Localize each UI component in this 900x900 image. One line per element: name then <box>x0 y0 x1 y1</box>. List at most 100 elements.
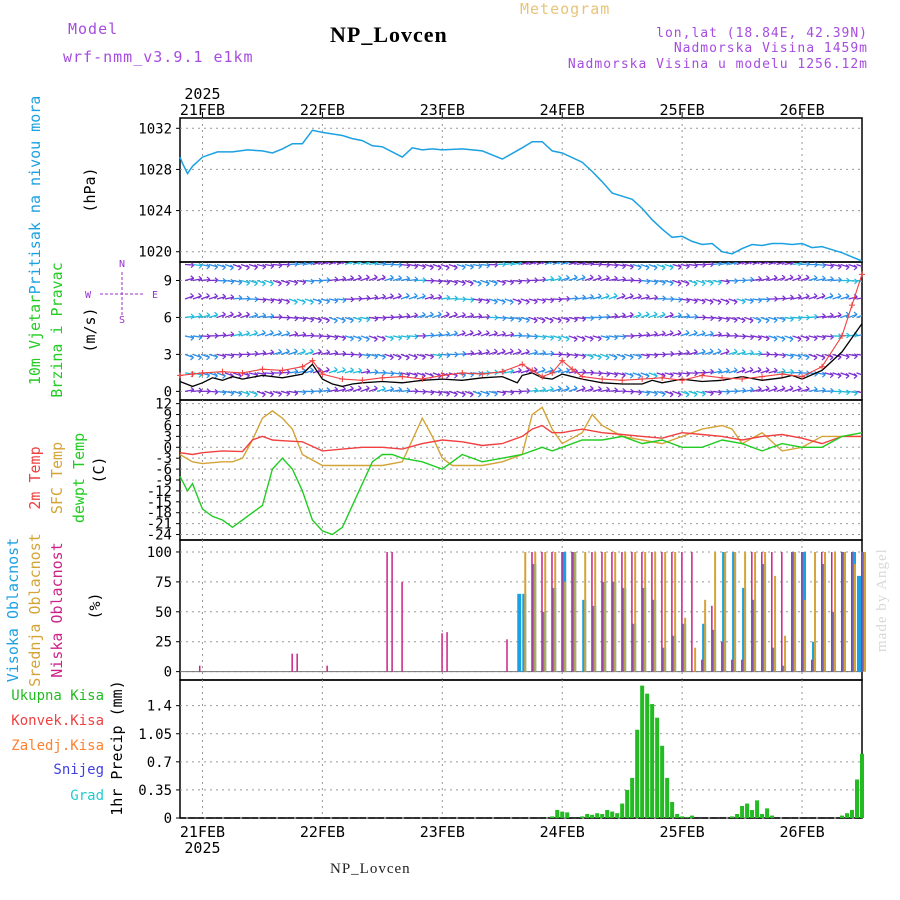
wind-arrow-head <box>709 348 714 352</box>
wind-arrow-head <box>214 295 218 300</box>
wind-arrow-head <box>366 370 371 375</box>
cloud-bar <box>791 551 793 672</box>
y-tick-label: 0 <box>164 440 172 456</box>
wind-arrow-head <box>853 390 858 394</box>
wind-arrow-head <box>661 330 666 334</box>
wind-arrow-head <box>669 314 674 318</box>
wind-arrow-head <box>198 265 203 269</box>
wind-arrow <box>616 314 626 319</box>
wind-arrow-head <box>358 354 363 359</box>
wind-arrow-head <box>733 351 738 355</box>
y-tick-label: 12 <box>155 397 172 413</box>
wind-arrow-head <box>301 348 306 352</box>
wind-arrow <box>504 370 514 374</box>
wind-arrow-head <box>190 277 195 282</box>
wind-arrow <box>784 371 794 374</box>
wind-arrow-head <box>773 317 778 321</box>
wind-arrow-head <box>438 390 443 394</box>
precip-bar <box>595 813 600 818</box>
precip-bar <box>675 813 680 818</box>
wind-arrow-head <box>238 330 243 335</box>
wind-arrow-head <box>382 293 386 298</box>
wind-arrow-head <box>405 292 410 297</box>
wind-arrow <box>504 262 514 266</box>
model-name: wrf-nmm_v3.9.1 e1km <box>63 48 254 66</box>
wind-arrow-head <box>477 283 482 287</box>
wind-arrow-head <box>293 348 298 352</box>
wind-arrow <box>384 388 394 393</box>
wind-arrow-head <box>302 281 307 286</box>
wind-arrow-head <box>765 367 770 371</box>
wind-arrow-head <box>765 319 770 324</box>
wind-arrow-head <box>685 280 690 285</box>
wind-arrow-head <box>837 266 842 270</box>
wind-arrow <box>224 333 234 337</box>
cloud-bar <box>801 551 803 672</box>
wind-arrow <box>544 262 554 266</box>
wind-arrow-head <box>238 311 242 315</box>
wind-arrow-head <box>445 375 450 379</box>
panel-frame-temperature <box>179 399 863 541</box>
precip-bar <box>685 817 690 818</box>
wind-arrow-head <box>629 293 634 297</box>
wind-arrow-head <box>446 281 451 286</box>
wind-arrow-head <box>541 366 546 371</box>
wind-arrow-head <box>406 334 411 338</box>
wind-arrow-head <box>830 387 834 392</box>
wind-arrow-head <box>470 350 475 354</box>
wind-arrow-head <box>413 292 418 297</box>
wind-unit-label: (m/s) <box>81 307 99 352</box>
wind-arrow-head <box>597 274 602 279</box>
wind-arrow-head <box>653 372 658 377</box>
wind-arrow <box>256 372 266 376</box>
wind-arrow <box>808 277 818 282</box>
wind-arrow-head <box>718 333 722 338</box>
precip-bar <box>670 801 675 818</box>
wind-arrow-head <box>718 315 722 320</box>
wind-arrow <box>328 388 338 393</box>
wind-arrow <box>784 296 794 300</box>
wind-arrow-head <box>254 266 258 271</box>
wind-arrow <box>824 278 834 282</box>
wind-arrow-head <box>789 385 794 389</box>
precip-bar <box>850 809 855 818</box>
wind-arrow-head <box>222 311 226 315</box>
wind-arrow-head <box>485 283 490 287</box>
wind-arrow-head <box>581 274 586 278</box>
wind-arrow-head <box>629 314 634 318</box>
year-label-bottom: 2025 <box>184 839 220 857</box>
precip-bar <box>650 704 655 818</box>
y-tick-label: 3 <box>164 429 172 445</box>
wind-arrow-head <box>661 264 666 268</box>
wind-arrow-head <box>246 393 250 398</box>
cloud-bar <box>591 551 593 672</box>
wind-arrow-head <box>701 348 706 353</box>
cloud-bar <box>446 632 448 672</box>
wind-arrow-head <box>781 277 786 281</box>
wind-arrow-head <box>605 277 610 282</box>
wind-arrow-head <box>398 275 402 279</box>
wind-arrow-head <box>669 391 674 395</box>
wind-arrow-head <box>614 371 618 376</box>
wind-arrow-head <box>198 387 203 391</box>
wind-arrow <box>568 297 578 300</box>
wind-arrow-head <box>646 294 650 298</box>
wind-arrow-head <box>629 372 634 377</box>
wind-arrow <box>640 390 650 394</box>
wind-arrow-head <box>397 295 402 299</box>
wind-arrow-head <box>694 313 698 318</box>
wind-arrow-head <box>677 332 682 336</box>
wind-arrow-head <box>574 319 578 323</box>
wind-arrow-head <box>493 282 498 287</box>
wind-arrow-head <box>502 390 506 394</box>
wind-arrow-head <box>358 262 362 265</box>
wind-gust-marker <box>199 369 206 376</box>
wind-arrow-head <box>398 277 402 282</box>
wind-arrow-head <box>750 386 754 391</box>
wind-arrow <box>368 262 378 266</box>
wind-arrow <box>232 353 242 356</box>
wind-arrow-head <box>661 279 666 284</box>
credit-watermark: made by Angel <box>874 548 890 652</box>
wind-arrow-head <box>413 354 418 358</box>
wind-arrow-head <box>566 354 571 358</box>
